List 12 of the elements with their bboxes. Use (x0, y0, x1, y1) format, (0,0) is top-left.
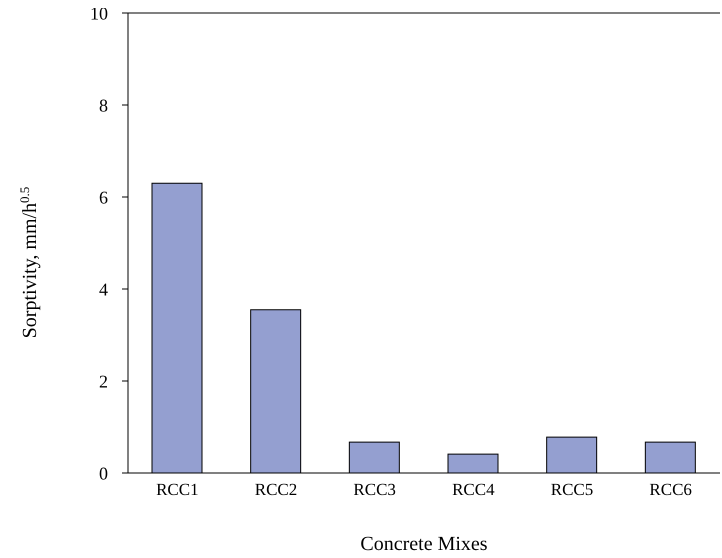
x-tick-label: RCC5 (550, 480, 594, 500)
x-axis-title: Concrete Mixes (360, 533, 488, 555)
y-tick-label: 8 (99, 95, 108, 116)
x-tick-label: RCC6 (649, 480, 692, 500)
x-tick-label: RCC4 (452, 480, 496, 500)
y-tick-label: 4 (99, 279, 108, 300)
y-tick-label: 0 (99, 463, 108, 484)
y-tick-label: 6 (99, 187, 108, 208)
x-tick-label: RCC1 (156, 480, 199, 500)
y-tick-label: 2 (99, 371, 108, 392)
x-tick-label: RCC2 (254, 480, 298, 500)
x-tick-label: RCC3 (353, 480, 396, 500)
